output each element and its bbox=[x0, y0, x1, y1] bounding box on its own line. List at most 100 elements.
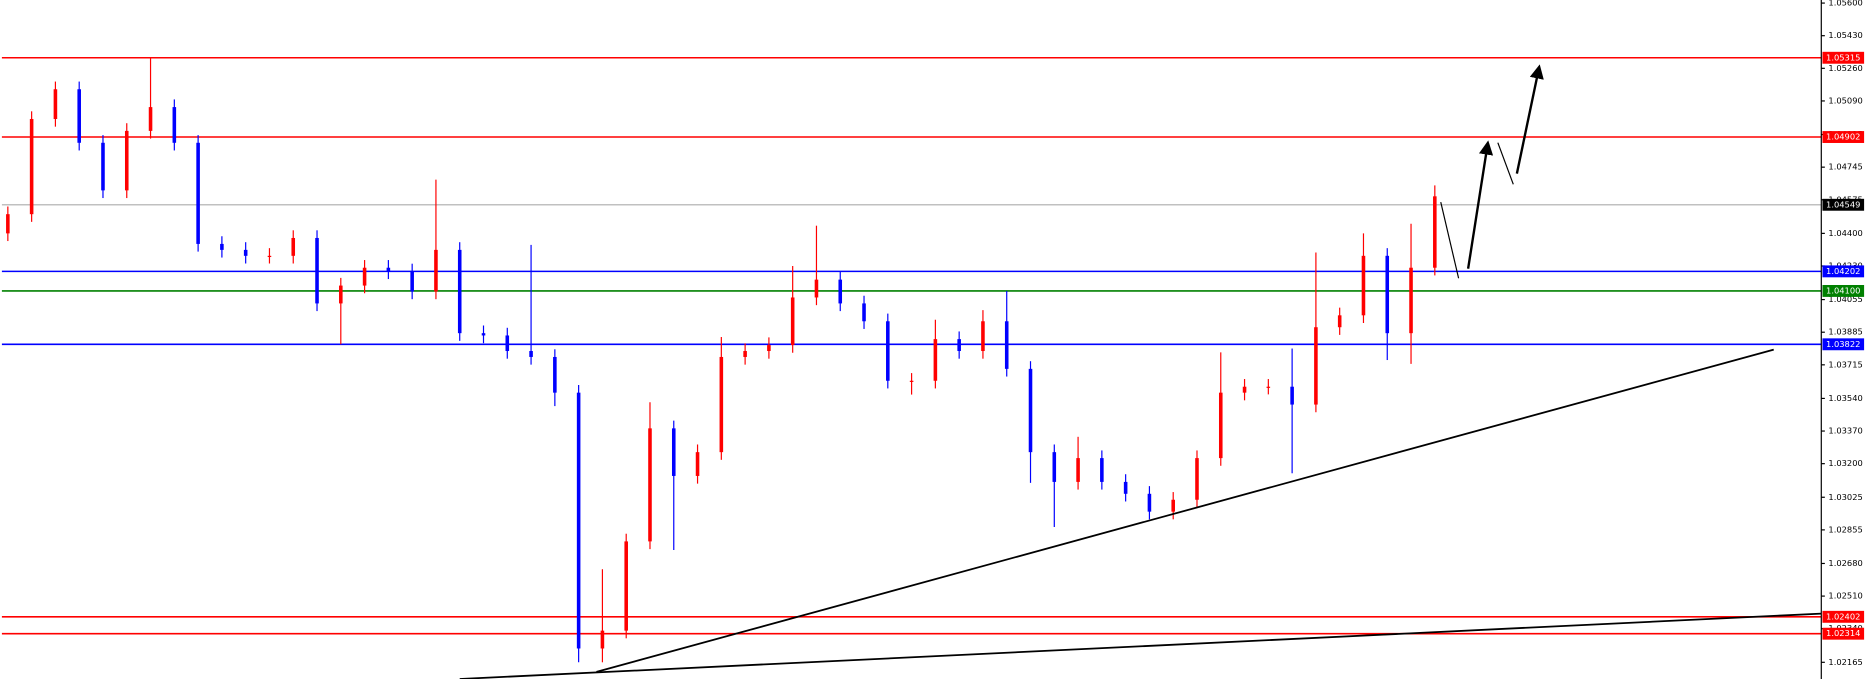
candle-body bbox=[243, 249, 248, 256]
candle-body bbox=[267, 255, 272, 258]
y-tick-label: 1.03540 bbox=[1828, 393, 1862, 403]
levels bbox=[1, 56, 1822, 635]
candle-body bbox=[101, 142, 105, 191]
forecast-path bbox=[1440, 202, 1460, 279]
forecast-path bbox=[1497, 142, 1514, 185]
candle-body bbox=[53, 89, 58, 119]
y-tick-label: 1.05430 bbox=[1828, 30, 1862, 40]
candle-body bbox=[220, 243, 224, 250]
candle-body bbox=[838, 279, 843, 304]
candle-body bbox=[148, 107, 153, 131]
candle-body bbox=[434, 249, 438, 292]
candle-body bbox=[1076, 458, 1080, 482]
candle-body bbox=[886, 321, 890, 381]
candle-body bbox=[719, 356, 724, 453]
candle-body bbox=[172, 107, 177, 143]
candle-body bbox=[315, 237, 319, 304]
candle-body bbox=[1433, 196, 1437, 268]
level-label-box bbox=[1822, 627, 1865, 640]
candle-body bbox=[933, 339, 938, 381]
candle-body bbox=[1266, 386, 1271, 388]
level-label-box bbox=[1822, 610, 1865, 623]
level-label: 1.04202 bbox=[1826, 266, 1860, 276]
candle-body bbox=[1409, 267, 1413, 334]
candle-body bbox=[1337, 315, 1342, 328]
forecast-arrow bbox=[1466, 140, 1494, 269]
candle-body bbox=[196, 142, 200, 244]
candle-body bbox=[291, 237, 296, 256]
axis-labels: 1.056001.054301.052601.050901.049151.047… bbox=[1821, 0, 1865, 667]
y-tick-label: 1.04745 bbox=[1828, 162, 1862, 172]
candle-body bbox=[743, 351, 747, 357]
candle-body bbox=[457, 249, 462, 334]
level-label: 1.05315 bbox=[1826, 52, 1860, 62]
candle-body bbox=[671, 428, 676, 476]
candle-body bbox=[505, 335, 510, 352]
candle-body bbox=[29, 118, 34, 215]
candle-body bbox=[553, 356, 557, 393]
candle-body bbox=[648, 428, 652, 542]
level-label-box bbox=[1822, 265, 1865, 278]
candle-body bbox=[624, 541, 628, 631]
level-label: 1.04902 bbox=[1826, 132, 1860, 142]
candle-body bbox=[1123, 481, 1128, 494]
candle-body bbox=[1004, 321, 1009, 369]
candle-body bbox=[957, 339, 961, 352]
candle-body bbox=[339, 285, 343, 304]
candle-body bbox=[981, 321, 985, 352]
candle-body bbox=[909, 380, 914, 382]
y-tick-label: 1.03025 bbox=[1828, 492, 1862, 502]
y-tick-label: 1.05090 bbox=[1828, 95, 1862, 105]
candle-body bbox=[1218, 392, 1223, 459]
candle-body bbox=[695, 452, 700, 476]
level-label-box bbox=[1822, 51, 1865, 64]
level-label: 1.03822 bbox=[1826, 339, 1860, 349]
y-tick-label: 1.02680 bbox=[1828, 558, 1862, 568]
level-label: 1.04549 bbox=[1826, 199, 1860, 209]
candle-body bbox=[1195, 458, 1199, 500]
y-tick-label: 1.03715 bbox=[1828, 359, 1862, 369]
level-label-box bbox=[1822, 338, 1865, 351]
candle-body bbox=[481, 333, 486, 336]
candle-body bbox=[767, 345, 771, 352]
level-label: 1.02314 bbox=[1826, 628, 1860, 638]
candles bbox=[6, 57, 1437, 663]
candle-body bbox=[790, 297, 795, 346]
y-tick-label: 1.02165 bbox=[1828, 657, 1862, 667]
candle-body bbox=[410, 271, 414, 292]
candle-body bbox=[6, 214, 10, 234]
candle-body bbox=[386, 267, 391, 272]
candle-body bbox=[1028, 368, 1033, 453]
candle-body bbox=[1171, 499, 1175, 512]
candle-body bbox=[1290, 386, 1294, 405]
level-label: 1.04100 bbox=[1826, 285, 1860, 295]
candle-body bbox=[814, 279, 819, 298]
candle-body bbox=[1052, 452, 1057, 482]
trendline bbox=[596, 348, 1774, 673]
candle-body bbox=[1361, 255, 1366, 316]
y-tick-label: 1.02855 bbox=[1828, 524, 1862, 534]
candle-body bbox=[1147, 493, 1152, 512]
candle-body bbox=[1100, 458, 1104, 482]
candle-body bbox=[529, 351, 533, 357]
y-tick-label: 1.05600 bbox=[1828, 0, 1862, 8]
y-tick-label: 1.04055 bbox=[1828, 294, 1862, 304]
candle-body bbox=[576, 392, 581, 649]
y-tick-label: 1.03200 bbox=[1828, 458, 1862, 468]
candle-body bbox=[600, 630, 605, 649]
candle-body bbox=[124, 130, 129, 191]
y-tick-label: 1.03885 bbox=[1828, 327, 1862, 337]
y-tick-label: 1.05260 bbox=[1828, 63, 1862, 73]
level-label: 1.02402 bbox=[1826, 611, 1860, 621]
candle-body bbox=[1314, 327, 1318, 405]
candle-body bbox=[362, 267, 367, 286]
candle-body bbox=[1242, 386, 1247, 393]
candle-body bbox=[1385, 255, 1390, 334]
trendline bbox=[459, 612, 1822, 679]
candle-body bbox=[862, 303, 866, 322]
y-tick-label: 1.03370 bbox=[1828, 426, 1862, 436]
level-label-box bbox=[1822, 198, 1865, 211]
level-label-box bbox=[1822, 131, 1865, 143]
